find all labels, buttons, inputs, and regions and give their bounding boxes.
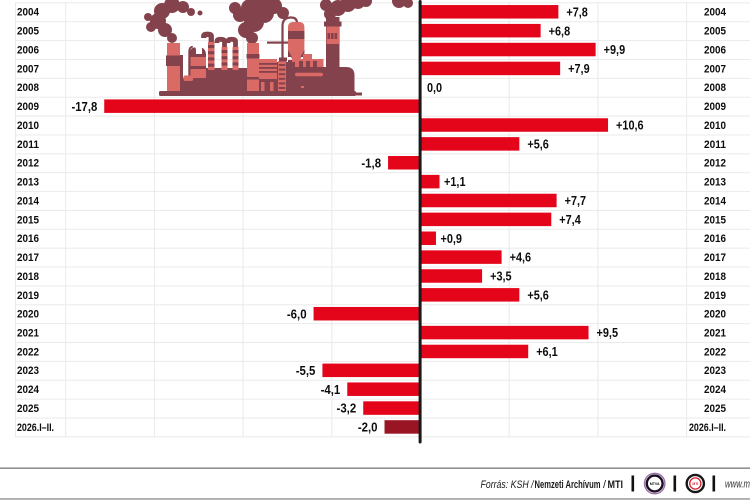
svg-text:-4,1: -4,1	[321, 382, 341, 397]
svg-text:2016: 2016	[17, 233, 39, 245]
svg-text:2004: 2004	[17, 7, 40, 19]
svg-text:2011: 2011	[704, 139, 726, 151]
svg-text:2018: 2018	[17, 271, 39, 283]
svg-text:+7,4: +7,4	[559, 212, 581, 227]
svg-text:2014: 2014	[704, 195, 727, 207]
svg-text:-6,0: -6,0	[287, 306, 307, 321]
svg-text:+6,1: +6,1	[536, 344, 558, 359]
svg-text:2017: 2017	[17, 252, 39, 264]
svg-text:+9,5: +9,5	[597, 325, 619, 340]
svg-text:+7,8: +7,8	[566, 4, 588, 19]
svg-text:2023: 2023	[17, 365, 39, 377]
svg-text:+6,8: +6,8	[549, 23, 571, 38]
svg-text:2022: 2022	[17, 346, 39, 358]
svg-text:2016: 2016	[704, 233, 726, 245]
svg-text:2010: 2010	[704, 120, 726, 132]
svg-text:+5,6: +5,6	[527, 136, 549, 151]
svg-text:+10,6: +10,6	[616, 118, 644, 133]
svg-text:-3,2: -3,2	[337, 401, 357, 416]
svg-text:+7,7: +7,7	[565, 193, 587, 208]
svg-text:2005: 2005	[17, 26, 39, 38]
svg-text:MTI: MTI	[608, 479, 624, 491]
svg-text:+9,9: +9,9	[604, 42, 626, 57]
svg-text:-1,8: -1,8	[361, 155, 381, 170]
svg-text:2026.I–II.: 2026.I–II.	[689, 422, 726, 434]
svg-text:+4,6: +4,6	[510, 250, 531, 265]
svg-text:MTI: MTI	[692, 482, 698, 486]
svg-text:2020: 2020	[704, 309, 726, 321]
svg-text:2024: 2024	[17, 384, 40, 396]
svg-text:2024: 2024	[704, 384, 727, 396]
svg-text:2012: 2012	[17, 158, 39, 170]
svg-text:2010: 2010	[17, 120, 39, 132]
svg-text:2023: 2023	[704, 365, 726, 377]
svg-text:2019: 2019	[17, 290, 39, 302]
svg-text:2018: 2018	[704, 271, 726, 283]
svg-text:-5,5: -5,5	[296, 363, 316, 378]
svg-text:2008: 2008	[704, 82, 726, 94]
svg-text:2015: 2015	[704, 214, 726, 226]
svg-text:2025: 2025	[17, 403, 39, 415]
svg-text:2006: 2006	[704, 44, 726, 56]
svg-text:-2,0: -2,0	[358, 420, 378, 435]
svg-text:MTVA: MTVA	[650, 482, 660, 486]
svg-text:2012: 2012	[704, 158, 726, 170]
svg-text:2004: 2004	[704, 7, 727, 19]
svg-text:Forrás: KSH /: Forrás: KSH /	[481, 479, 535, 491]
svg-text:2011: 2011	[17, 139, 39, 151]
svg-text:2005: 2005	[704, 26, 726, 38]
svg-text:2008: 2008	[17, 82, 39, 94]
svg-text:2009: 2009	[704, 101, 726, 113]
svg-text:2021: 2021	[17, 327, 39, 339]
svg-text:www.m: www.m	[725, 479, 750, 491]
svg-text:2021: 2021	[704, 327, 726, 339]
svg-text:+3,5: +3,5	[490, 269, 512, 284]
svg-text:Nemzeti Archívum: Nemzeti Archívum	[535, 479, 601, 491]
svg-text:2013: 2013	[704, 177, 726, 189]
svg-text:2019: 2019	[704, 290, 726, 302]
svg-text:0,0: 0,0	[427, 80, 442, 95]
svg-text:2014: 2014	[17, 195, 40, 207]
svg-text:+5,6: +5,6	[527, 287, 549, 302]
svg-text:-17,8: -17,8	[71, 99, 97, 114]
svg-text:2022: 2022	[704, 346, 726, 358]
svg-text:2026.I–II.: 2026.I–II.	[17, 422, 54, 434]
svg-text:2007: 2007	[17, 63, 39, 75]
svg-text:+1,1: +1,1	[444, 174, 466, 189]
svg-text:+7,9: +7,9	[568, 61, 590, 76]
svg-text:/: /	[603, 479, 607, 491]
svg-text:2020: 2020	[17, 309, 39, 321]
svg-text:2006: 2006	[17, 44, 39, 56]
svg-text:2015: 2015	[17, 214, 39, 226]
svg-text:2009: 2009	[17, 101, 39, 113]
svg-text:2007: 2007	[704, 63, 726, 75]
svg-text:2017: 2017	[704, 252, 726, 264]
svg-text:+0,9: +0,9	[440, 231, 462, 246]
svg-text:2013: 2013	[17, 177, 39, 189]
svg-text:2025: 2025	[704, 403, 726, 415]
